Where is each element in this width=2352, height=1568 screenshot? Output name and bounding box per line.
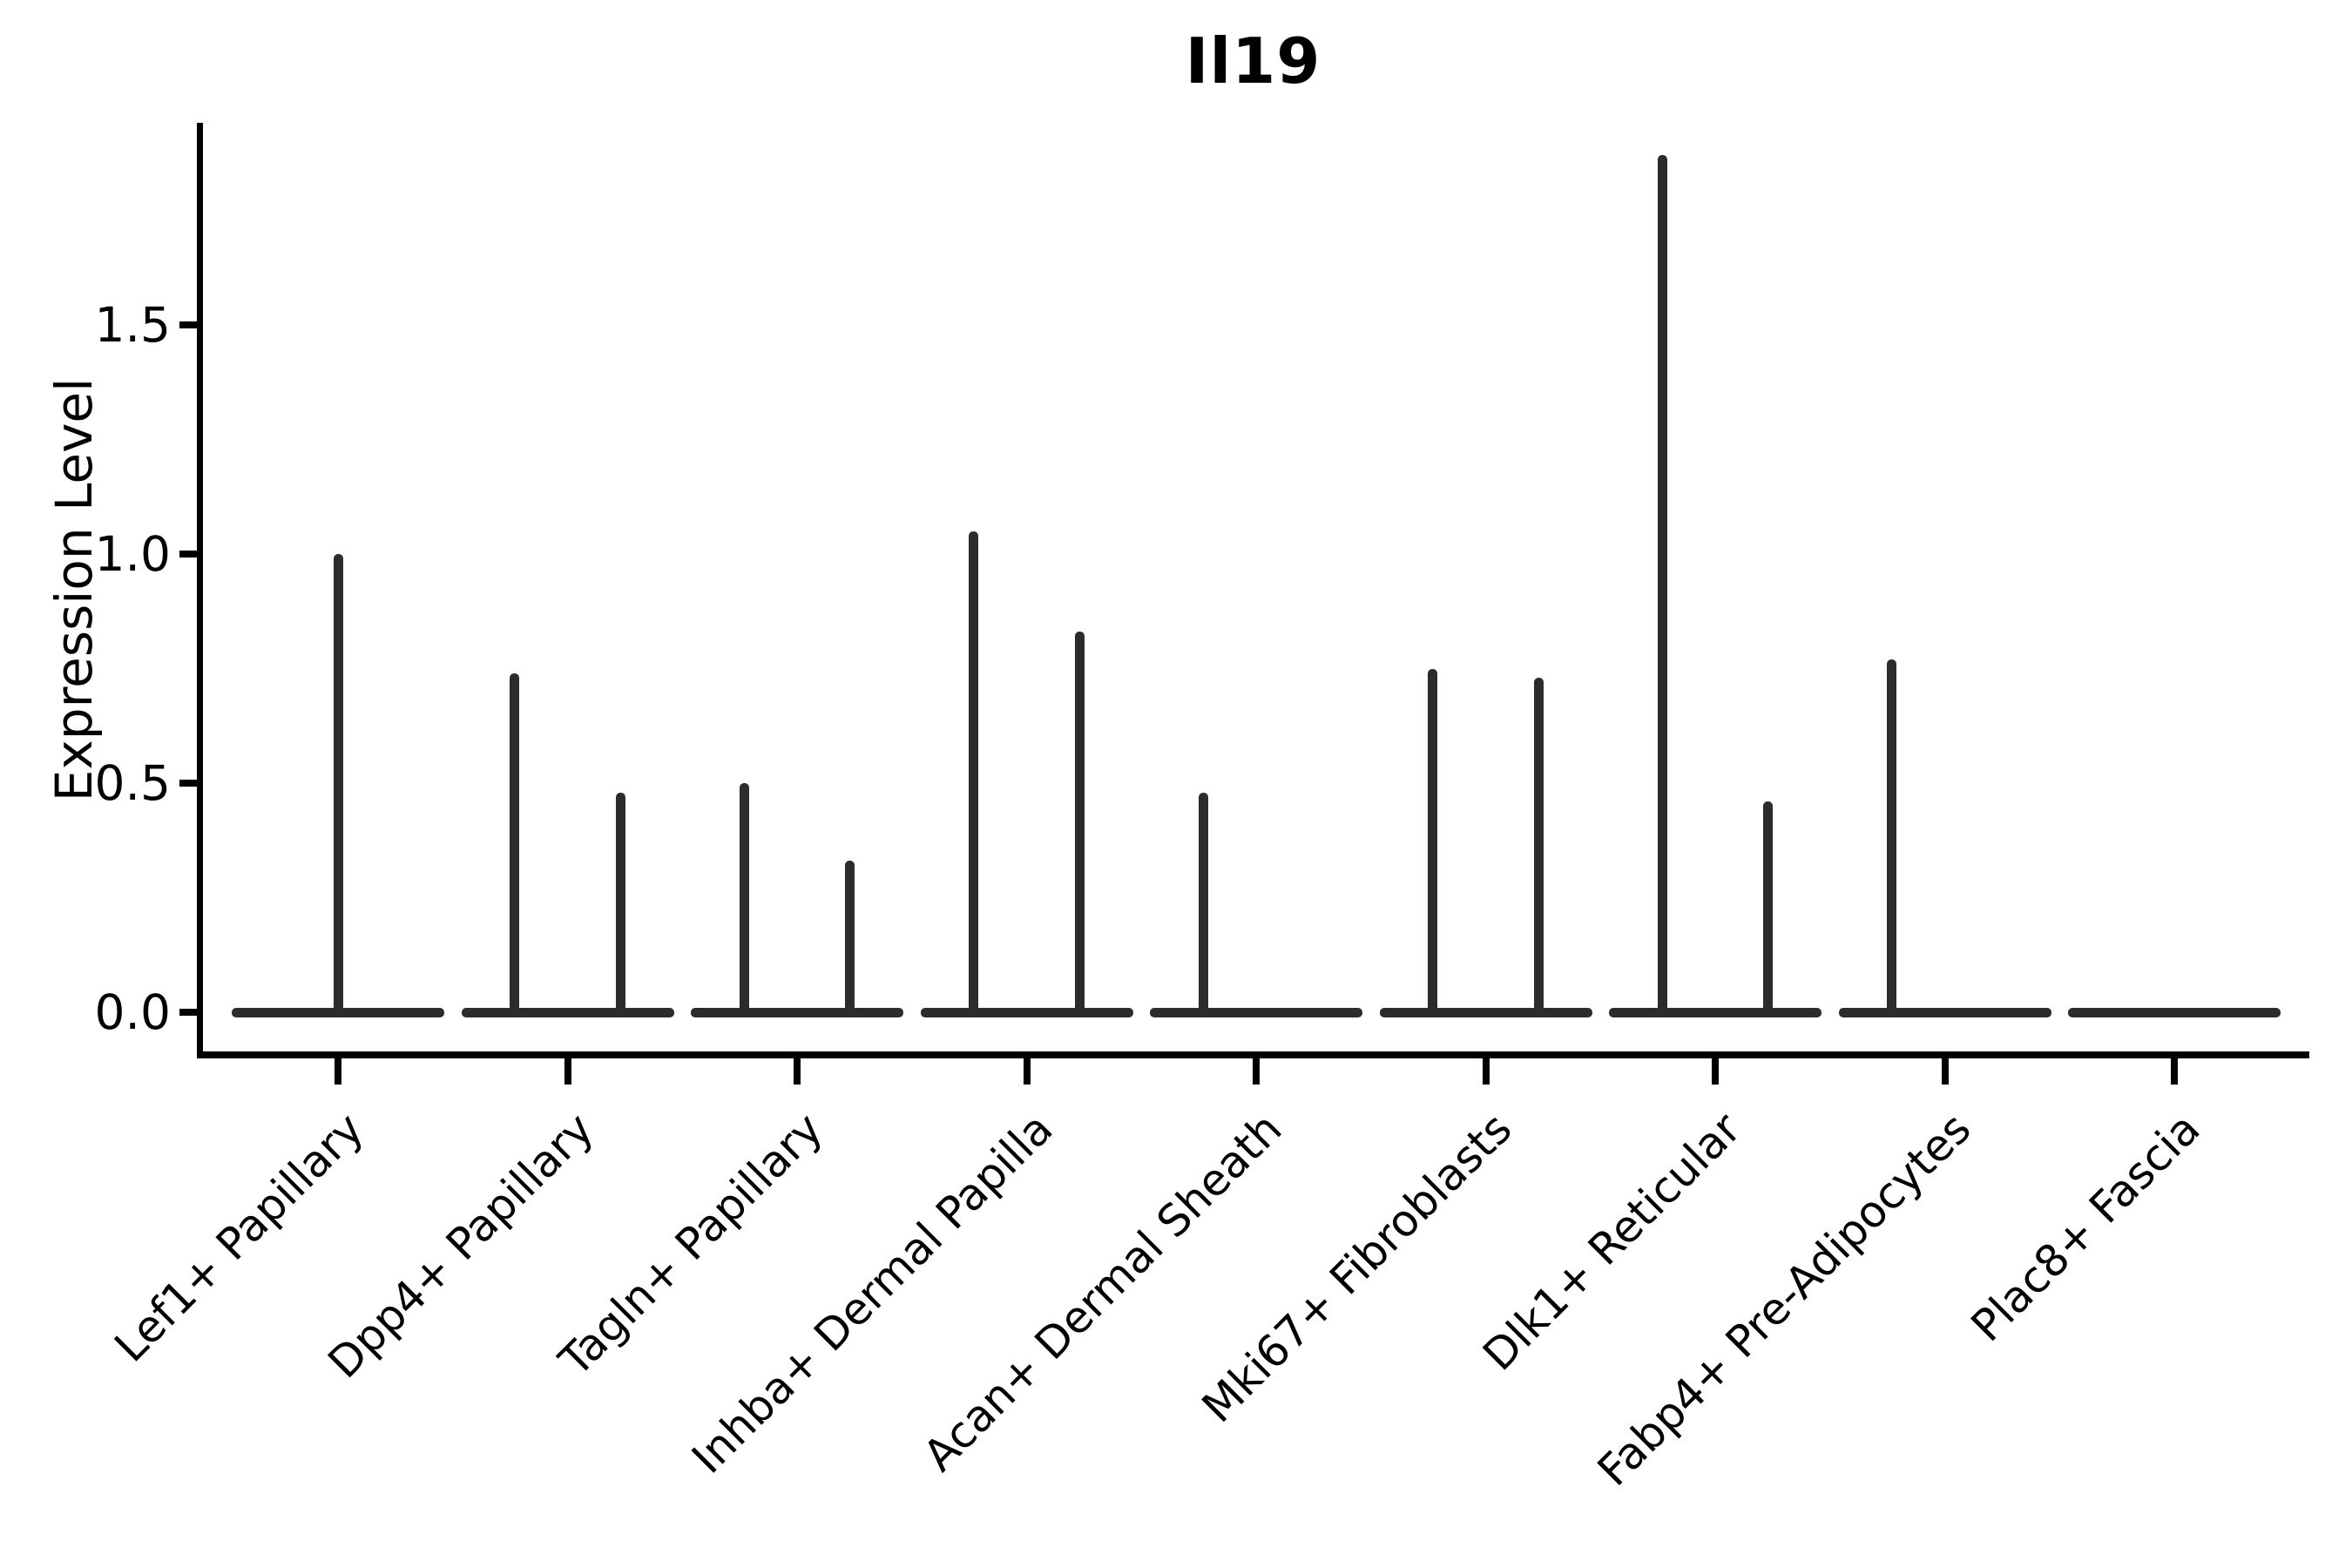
- violin-baseline: [2068, 1007, 2281, 1017]
- y-tick-mark: [179, 551, 197, 558]
- violin-spike: [1428, 668, 1438, 1017]
- x-tick-mark: [1253, 1058, 1260, 1085]
- violin-baseline: [920, 1007, 1133, 1017]
- violin-spike: [1763, 801, 1774, 1017]
- violin-spike: [333, 554, 343, 1017]
- y-axis-spine: [197, 123, 203, 1058]
- violin-baseline: [461, 1007, 674, 1017]
- violin-spike: [510, 672, 520, 1017]
- violin-spike: [1533, 678, 1544, 1017]
- y-tick-mark: [179, 321, 197, 328]
- x-tick-mark: [564, 1058, 571, 1085]
- violin-spike: [1657, 155, 1667, 1017]
- y-tick-label: 1.0: [94, 526, 171, 582]
- violin-spike: [1074, 632, 1085, 1017]
- violin-baseline: [1379, 1007, 1592, 1017]
- x-tick-mark: [2171, 1058, 2178, 1085]
- x-tick-mark: [1482, 1058, 1490, 1085]
- violin-baseline: [691, 1007, 903, 1017]
- x-tick-mark: [794, 1058, 801, 1085]
- x-tick-mark: [335, 1058, 341, 1085]
- x-axis-spine: [197, 1051, 2309, 1058]
- y-tick-label: 0.5: [94, 755, 171, 811]
- y-tick-mark: [179, 1009, 197, 1016]
- violin-baseline: [1838, 1007, 2051, 1017]
- y-tick-label: 0.0: [94, 984, 171, 1040]
- chart-title: Il19: [1185, 24, 1321, 98]
- violin-spike: [1198, 792, 1208, 1017]
- x-tick-mark: [1941, 1058, 1949, 1085]
- violin-spike: [845, 861, 855, 1017]
- violin-baseline: [1150, 1007, 1362, 1017]
- violin-baseline: [1609, 1007, 1821, 1017]
- violin-spike: [739, 783, 749, 1017]
- violin-spike: [615, 792, 625, 1017]
- x-tick-mark: [1023, 1058, 1031, 1085]
- violin-spike: [1887, 659, 1897, 1017]
- x-tick-mark: [1712, 1058, 1719, 1085]
- violin-spike: [969, 531, 979, 1017]
- y-tick-mark: [179, 780, 197, 787]
- y-tick-label: 1.5: [94, 297, 171, 353]
